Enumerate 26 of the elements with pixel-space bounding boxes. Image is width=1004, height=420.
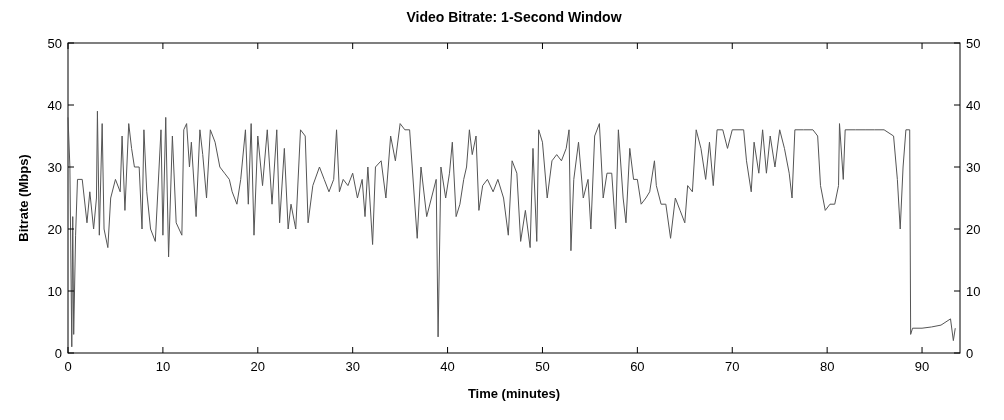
x-tick-label: 30 (345, 359, 360, 374)
y-tick-label: 10 (47, 284, 62, 299)
y-tick-label: 40 (47, 98, 62, 113)
y2-tick-label: 40 (966, 98, 981, 113)
x-tick-label: 0 (64, 359, 72, 374)
y2-tick-label: 50 (966, 36, 981, 51)
x-axis-title: Time (minutes) (467, 386, 561, 401)
x-tick-label: 60 (630, 359, 645, 374)
x-tick-label: 40 (440, 359, 455, 374)
x-tick-label: 70 (725, 359, 740, 374)
y-tick-label: 30 (47, 160, 62, 175)
x-tick-label: 20 (250, 359, 266, 374)
y-tick-label: 50 (47, 36, 62, 51)
x-tick-label: 80 (819, 359, 835, 374)
y2-tick-label: 20 (966, 222, 981, 237)
line-series (67, 110, 956, 348)
y2-tick-label: 0 (966, 346, 974, 361)
chart-title: Video Bitrate: 1-Second Window (406, 9, 622, 25)
y-tick-label: 20 (47, 222, 62, 237)
x-tick-label: 90 (914, 359, 930, 374)
x-tick-label: 50 (535, 359, 550, 374)
y2-tick-label: 30 (966, 160, 981, 175)
y2-tick-label: 10 (966, 284, 981, 299)
y-tick-label: 0 (54, 346, 62, 361)
x-tick-label: 10 (155, 359, 171, 374)
y-axis-title: Bitrate (Mbps) (16, 154, 31, 242)
